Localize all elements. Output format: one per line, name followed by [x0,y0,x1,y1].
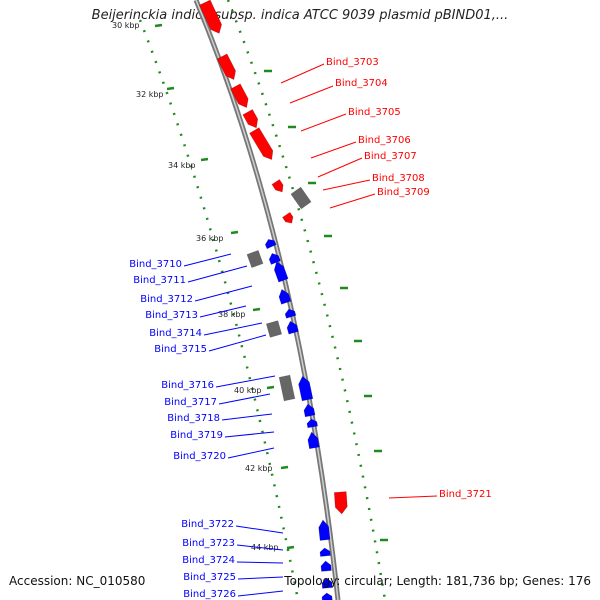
gene-label[interactable]: Bind_3703 [326,57,379,68]
gene-leader-line [317,157,363,178]
kbp-tick [252,307,261,312]
kbp-tick [200,157,209,162]
gene-leader-line [329,193,376,209]
gene-leader-line [237,576,284,580]
topology-summary: Topology: circular; Length: 181,736 bp; … [284,574,591,588]
kbp-tick [166,86,175,91]
kbp-tick [230,230,239,235]
kbp-label: 36 kbp [196,234,224,243]
gene-label[interactable]: Bind_3723 [182,538,235,549]
forward-gene-arrow[interactable] [242,109,261,130]
gene-label[interactable]: Bind_3708 [372,173,425,184]
kbp-label: 32 kbp [136,90,164,99]
kbp-tick [154,23,163,28]
gene-label[interactable]: Bind_3726 [183,589,236,600]
forward-gene-arrow[interactable] [249,127,277,163]
gene-leader-line [237,590,284,597]
gene-label[interactable]: Bind_3725 [183,572,236,583]
reverse-gene-arrow[interactable] [272,260,289,283]
kbp-tick [286,545,295,550]
gene-label[interactable]: Bind_3711 [133,275,186,286]
plasmid-backbone-highlight [195,0,339,600]
other-gene-box[interactable] [265,320,283,338]
gene-label[interactable]: Bind_3710 [129,259,182,270]
gene-leader-line [203,322,263,336]
gene-label[interactable]: Bind_3719 [170,430,223,441]
gene-label[interactable]: Bind_3707 [364,151,417,162]
gene-leader-line [187,265,248,283]
gene-leader-line [236,561,284,564]
gene-leader-line [224,431,275,438]
plasmid-backbone [193,0,341,600]
reverse-gene-arrow[interactable] [307,431,320,450]
kbp-label: 44 kbp [251,543,279,552]
gene-leader-line [310,141,357,159]
other-gene-box[interactable] [246,249,264,269]
gene-leader-line [215,375,276,388]
gene-leader-line [218,393,271,405]
accession-text: Accession: NC_010580 [9,574,146,588]
other-gene-box[interactable] [290,186,312,210]
gene-leader-line [194,285,253,302]
forward-gene-arrow[interactable] [230,83,252,110]
gene-leader-line [235,525,284,534]
gene-label[interactable]: Bind_3720 [173,451,226,462]
gene-label[interactable]: Bind_3722 [181,519,234,530]
gene-leader-line [289,85,334,104]
other-gene-box[interactable] [278,374,296,402]
reverse-gene-arrow[interactable] [297,375,314,402]
gene-leader-line [322,179,371,191]
forward-gene-arrow[interactable] [333,491,348,515]
gene-label[interactable]: Bind_3709 [377,187,430,198]
gene-label[interactable]: Bind_3706 [358,135,411,146]
reverse-gene-arrow[interactable] [319,547,331,557]
gene-leader-line [183,253,232,267]
gene-label[interactable]: Bind_3715 [154,344,207,355]
gene-label[interactable]: Bind_3717 [164,397,217,408]
gene-label[interactable]: Bind_3716 [161,380,214,391]
kbp-tick [266,385,275,390]
gene-label[interactable]: Bind_3705 [348,107,401,118]
forward-gene-arrow[interactable] [216,53,239,82]
forward-gene-arrow[interactable] [198,0,224,36]
gene-leader-line [221,413,273,421]
reverse-gene-arrow[interactable] [320,560,332,572]
reverse-gene-arrow[interactable] [303,403,316,418]
gene-leader-line [199,305,247,318]
gene-label[interactable]: Bind_3704 [335,78,388,89]
kbp-label: 34 kbp [168,161,196,170]
reverse-gene-arrow[interactable] [267,251,281,265]
kbp-label: 40 kbp [234,386,262,395]
gene-leader-line [227,447,275,459]
gene-leader-line [208,334,267,352]
kbp-label: 42 kbp [245,464,273,473]
reverse-gene-arrow[interactable] [264,237,277,250]
forward-gene-arrow[interactable] [282,211,295,225]
reverse-gene-arrow[interactable] [321,592,333,600]
gene-label[interactable]: Bind_3721 [439,489,492,500]
kbp-tick [280,465,289,470]
kbp-label: 30 kbp [112,21,140,30]
gene-leader-line [236,544,284,551]
reverse-gene-arrow[interactable] [284,308,297,319]
forward-gene-arrow[interactable] [271,179,286,195]
gene-label[interactable]: Bind_3724 [182,555,235,566]
reverse-gene-arrow[interactable] [321,577,333,589]
kbp-label: 38 kbp [218,310,246,319]
gene-leader-line [300,113,347,132]
outer-dotted-ring [226,0,387,600]
reverse-gene-arrow[interactable] [318,519,331,541]
gene-leader-line [280,63,325,84]
gene-label[interactable]: Bind_3713 [145,310,198,321]
gene-label[interactable]: Bind_3712 [140,294,193,305]
gene-label[interactable]: Bind_3714 [149,328,202,339]
reverse-gene-arrow[interactable] [286,320,299,335]
map-title: Beijerinckia indica subsp. indica ATCC 9… [91,8,509,23]
reverse-gene-arrow[interactable] [306,418,318,429]
gene-leader-line [388,495,438,499]
reverse-gene-arrow[interactable] [277,288,292,305]
gene-label[interactable]: Bind_3718 [167,413,220,424]
